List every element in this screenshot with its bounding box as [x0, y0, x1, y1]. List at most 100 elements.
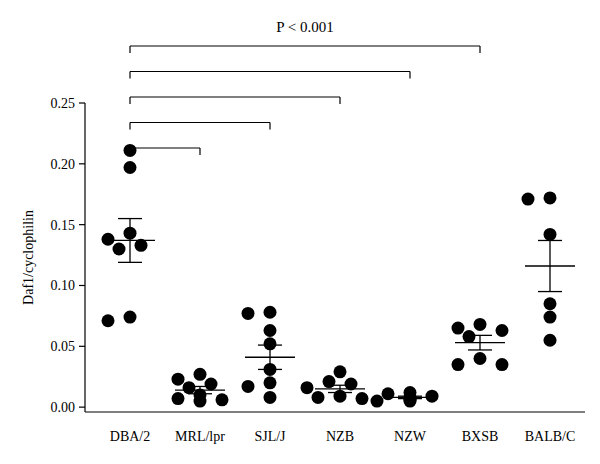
data-point — [544, 228, 557, 241]
x-tick-label: BALB/C — [525, 429, 576, 444]
data-point — [312, 391, 325, 404]
error-cap — [258, 369, 282, 370]
bracket-line — [130, 122, 270, 123]
bracket-end — [129, 123, 130, 130]
data-point — [205, 378, 218, 391]
error-bar — [188, 386, 212, 393]
error-stem — [269, 345, 270, 369]
y-tick-label: 0.00 — [51, 400, 76, 415]
data-point — [172, 392, 185, 405]
x-axis — [85, 411, 585, 412]
error-bar — [118, 219, 142, 263]
error-cap — [468, 335, 492, 336]
error-cap — [328, 385, 352, 386]
error-cap — [328, 392, 352, 393]
bracket-line — [130, 71, 410, 72]
data-point — [124, 144, 137, 157]
error-cap — [468, 349, 492, 350]
data-point — [522, 193, 535, 206]
data-point — [124, 311, 137, 324]
x-tick-label: DBA/2 — [110, 429, 150, 444]
data-point — [426, 390, 439, 403]
annotation: P < 0.001 — [276, 19, 334, 35]
y-tick — [79, 346, 85, 347]
significance-bracket — [130, 72, 410, 79]
error-stem — [199, 386, 200, 393]
bracket-line — [130, 96, 340, 97]
data-point — [474, 318, 487, 331]
y-tick-label: 0.15 — [51, 218, 76, 233]
data-point — [356, 392, 369, 405]
data-point — [102, 314, 115, 327]
bracket-end — [129, 72, 130, 79]
x-tick-label: NZB — [326, 429, 354, 444]
data-point — [124, 161, 137, 174]
y-tick — [79, 102, 85, 103]
y-axis — [84, 103, 85, 412]
x-tick-label: SJL/J — [254, 429, 286, 444]
data-point — [496, 358, 509, 371]
y-tick-label: 0.25 — [51, 96, 76, 111]
bracket-end — [129, 148, 130, 155]
data-point — [544, 297, 557, 310]
data-point — [544, 311, 557, 324]
data-point — [463, 330, 476, 343]
error-cap — [398, 396, 422, 397]
error-bar — [398, 396, 422, 398]
significance-bracket — [130, 148, 200, 155]
error-cap — [398, 398, 422, 399]
data-point — [194, 368, 207, 381]
error-bar — [468, 335, 492, 350]
error-bar — [328, 385, 352, 392]
data-point — [371, 395, 384, 408]
error-bar — [258, 345, 282, 369]
data-point — [452, 322, 465, 335]
bracket-end — [409, 72, 410, 79]
data-point — [474, 352, 487, 365]
error-stem — [129, 219, 130, 263]
bracket-end — [199, 148, 200, 155]
error-cap — [188, 393, 212, 394]
x-tick-label: NZW — [394, 429, 427, 444]
y-tick — [79, 224, 85, 225]
error-stem — [479, 335, 480, 350]
data-point — [264, 376, 277, 389]
significance-bracket — [130, 123, 270, 130]
error-bar — [538, 240, 562, 291]
data-point — [113, 242, 126, 255]
error-cap — [118, 262, 142, 263]
data-point — [183, 381, 196, 394]
bracket-end — [269, 123, 270, 130]
error-stem — [549, 240, 550, 291]
bracket-end — [129, 46, 130, 53]
bracket-end — [129, 97, 130, 104]
data-point — [496, 324, 509, 337]
error-cap — [188, 386, 212, 387]
y-tick-label: 0.10 — [51, 278, 76, 293]
bracket-end — [339, 97, 340, 104]
data-point — [301, 381, 314, 394]
data-point — [242, 380, 255, 393]
data-point — [264, 324, 277, 337]
data-point — [334, 365, 347, 378]
significance-bracket — [130, 97, 340, 104]
y-axis-label: Daf1/cyclophilin — [21, 210, 36, 305]
x-tick-label: BXSB — [462, 429, 499, 444]
y-tick-label: 0.20 — [51, 157, 76, 172]
data-point — [172, 373, 185, 386]
y-tick — [79, 407, 85, 408]
data-point — [264, 306, 277, 319]
y-tick — [79, 163, 85, 164]
mean-line — [385, 397, 435, 398]
data-point — [544, 191, 557, 204]
error-stem — [339, 385, 340, 392]
data-point — [382, 387, 395, 400]
data-point — [264, 391, 277, 404]
chart: 0.000.050.100.150.200.25Daf1/cyclophilin… — [0, 0, 600, 464]
bracket-line — [130, 147, 200, 148]
error-cap — [258, 344, 282, 345]
data-point — [194, 395, 207, 408]
x-tick-label: MRL/lpr — [175, 429, 225, 444]
data-point — [544, 334, 557, 347]
data-point — [242, 307, 255, 320]
